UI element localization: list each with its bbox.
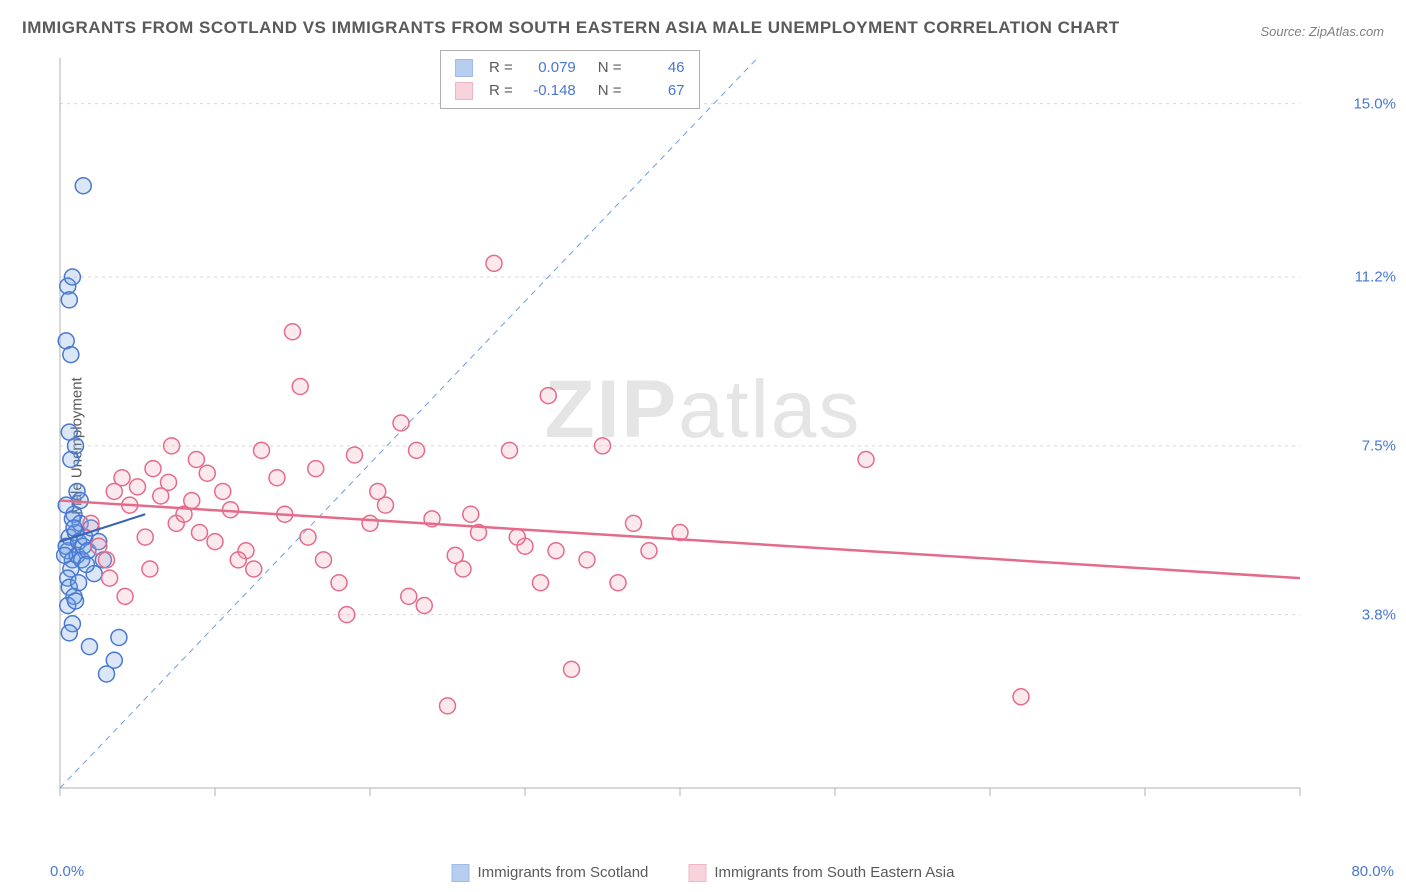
legend-stat-row: R = -0.148 N = 67 [455,80,685,103]
scatter-plot-svg [50,48,1350,828]
n-label: N = [598,57,622,80]
n-label: N = [598,80,622,103]
n-value: 46 [630,57,685,80]
y-tick-label: 15.0% [1353,95,1396,112]
series-legend: Immigrants from Scotland Immigrants from … [452,864,955,882]
r-label: R = [489,57,513,80]
legend-swatch-icon [452,864,470,882]
source-attribution: Source: ZipAtlas.com [1260,24,1384,39]
y-tick-label: 7.5% [1362,437,1396,454]
x-axis-min-label: 0.0% [50,863,84,880]
n-value: 67 [630,80,685,103]
legend-stat-row: R = 0.079 N = 46 [455,57,685,80]
legend-series-name: Immigrants from South Eastern Asia [714,864,954,881]
x-axis-max-label: 80.0% [1351,863,1394,880]
y-tick-label: 11.2% [1355,269,1396,286]
r-value: -0.148 [521,80,576,103]
legend-series-item: Immigrants from South Eastern Asia [688,864,954,882]
legend-series-item: Immigrants from Scotland [452,864,649,882]
legend-swatch-icon [688,864,706,882]
r-value: 0.079 [521,57,576,80]
y-tick-label: 3.8% [1362,606,1396,623]
plot-area [50,48,1350,828]
legend-swatch-icon [455,82,473,100]
correlation-legend: R = 0.079 N = 46 R = -0.148 N = 67 [440,50,700,109]
chart-title: IMMIGRANTS FROM SCOTLAND VS IMMIGRANTS F… [22,18,1120,38]
legend-series-name: Immigrants from Scotland [478,864,649,881]
r-label: R = [489,80,513,103]
legend-swatch-icon [455,59,473,77]
